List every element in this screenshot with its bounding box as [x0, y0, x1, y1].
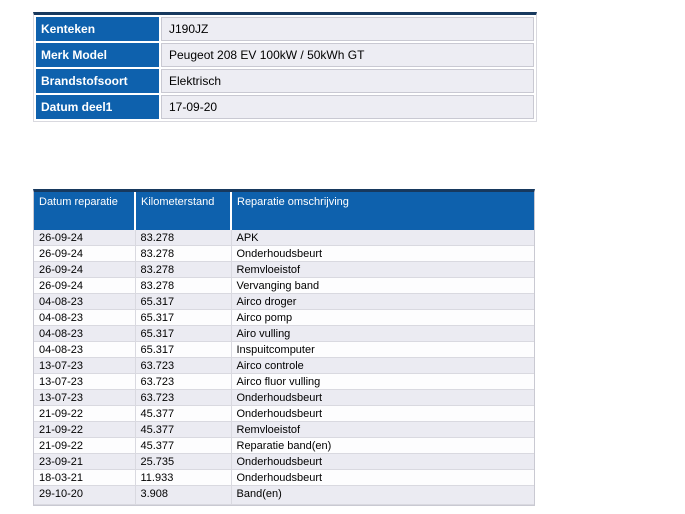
repair-odometer-cell: 11.933 [134, 469, 232, 486]
repair-table-body: 26-09-24 83.278 APK 26-09-24 83.278 Onde… [34, 230, 534, 505]
repair-date-cell: 21-09-22 [34, 421, 136, 438]
vehicle-info-row: Merk Model Peugeot 208 EV 100kW / 50kWh … [36, 43, 534, 67]
repair-description-cell: Vervanging band [230, 277, 534, 294]
repair-odometer-cell: 65.317 [134, 325, 232, 342]
repair-row: 29-10-20 3.908 Band(en) [34, 485, 534, 505]
repair-date-cell: 04-08-23 [34, 309, 136, 326]
repair-odometer-cell: 45.377 [134, 437, 232, 454]
repair-odometer-cell: 63.723 [134, 357, 232, 374]
vehicle-label-kenteken: Kenteken [36, 17, 159, 41]
repair-date-cell: 23-09-21 [34, 453, 136, 470]
repair-row: 04-08-23 65.317 Airco droger [34, 293, 534, 310]
repair-row: 21-09-22 45.377 Remvloeistof [34, 421, 534, 438]
repair-date-cell: 26-09-24 [34, 261, 136, 278]
repair-odometer-cell: 83.278 [134, 277, 232, 294]
repair-row: 04-08-23 65.317 Airco pomp [34, 309, 534, 326]
repair-date-cell: 18-03-21 [34, 469, 136, 486]
repair-description-cell: APK [230, 230, 534, 246]
repair-odometer-cell: 83.278 [134, 230, 232, 246]
vehicle-label-brandstofsoort: Brandstofsoort [36, 69, 159, 93]
repair-row: 23-09-21 25.735 Onderhoudsbeurt [34, 453, 534, 470]
repair-odometer-cell: 3.908 [134, 485, 232, 505]
repair-description-cell: Airco pomp [230, 309, 534, 326]
repair-description-cell: Airco droger [230, 293, 534, 310]
repair-date-cell: 13-07-23 [34, 357, 136, 374]
repair-row: 26-09-24 83.278 Vervanging band [34, 277, 534, 294]
vehicle-info-row: Datum deel1 17-09-20 [36, 95, 534, 119]
repair-row: 26-09-24 83.278 Onderhoudsbeurt [34, 245, 534, 262]
repair-row: 04-08-23 65.317 Inspuitcomputer [34, 341, 534, 358]
vehicle-value-brandstofsoort: Elektrisch [161, 69, 534, 93]
repair-date-cell: 13-07-23 [34, 373, 136, 390]
repair-date-cell: 04-08-23 [34, 341, 136, 358]
repair-description-cell: Onderhoudsbeurt [230, 405, 534, 422]
repair-history-table: Datum reparatie Kilometerstand Reparatie… [33, 189, 535, 506]
repair-description-cell: Airco controle [230, 357, 534, 374]
repair-odometer-cell: 63.723 [134, 373, 232, 390]
repair-odometer-cell: 45.377 [134, 405, 232, 422]
repair-row: 18-03-21 11.933 Onderhoudsbeurt [34, 469, 534, 486]
repair-odometer-cell: 45.377 [134, 421, 232, 438]
repair-date-cell: 26-09-24 [34, 245, 136, 262]
repair-odometer-cell: 83.278 [134, 245, 232, 262]
repair-description-cell: Remvloeistof [230, 261, 534, 278]
repair-date-cell: 26-09-24 [34, 230, 136, 246]
repair-row: 04-08-23 65.317 Airo vulling [34, 325, 534, 342]
vehicle-info-row: Kenteken J190JZ [36, 17, 534, 41]
vehicle-info-table: Kenteken J190JZ Merk Model Peugeot 208 E… [33, 12, 537, 122]
repair-odometer-cell: 65.317 [134, 341, 232, 358]
repair-date-cell: 21-09-22 [34, 437, 136, 454]
repair-odometer-cell: 25.735 [134, 453, 232, 470]
vehicle-value-datum-deel1: 17-09-20 [161, 95, 534, 119]
repair-description-cell: Onderhoudsbeurt [230, 453, 534, 470]
repair-row: 13-07-23 63.723 Airco controle [34, 357, 534, 374]
repair-row: 21-09-22 45.377 Reparatie band(en) [34, 437, 534, 454]
vehicle-label-datum-deel1: Datum deel1 [36, 95, 159, 119]
repair-date-cell: 26-09-24 [34, 277, 136, 294]
repair-description-cell: Reparatie band(en) [230, 437, 534, 454]
repair-description-cell: Airco fluor vulling [230, 373, 534, 390]
repair-date-cell: 04-08-23 [34, 325, 136, 342]
vehicle-info-row: Brandstofsoort Elektrisch [36, 69, 534, 93]
repair-odometer-cell: 83.278 [134, 261, 232, 278]
repair-row: 13-07-23 63.723 Onderhoudsbeurt [34, 389, 534, 406]
repair-odometer-cell: 63.723 [134, 389, 232, 406]
repair-header-kilometerstand: Kilometerstand [134, 192, 231, 230]
repair-description-cell: Onderhoudsbeurt [230, 245, 534, 262]
repair-header-row: Datum reparatie Kilometerstand Reparatie… [34, 192, 534, 230]
repair-description-cell: Remvloeistof [230, 421, 534, 438]
repair-date-cell: 29-10-20 [34, 485, 136, 505]
repair-odometer-cell: 65.317 [134, 309, 232, 326]
repair-date-cell: 13-07-23 [34, 389, 136, 406]
repair-description-cell: Band(en) [230, 485, 534, 505]
repair-row: 13-07-23 63.723 Airco fluor vulling [34, 373, 534, 390]
repair-date-cell: 21-09-22 [34, 405, 136, 422]
repair-row: 26-09-24 83.278 APK [34, 230, 534, 246]
repair-description-cell: Inspuitcomputer [230, 341, 534, 358]
repair-description-cell: Airo vulling [230, 325, 534, 342]
vehicle-value-kenteken: J190JZ [161, 17, 534, 41]
vehicle-value-merk-model: Peugeot 208 EV 100kW / 50kWh GT [161, 43, 534, 67]
repair-description-cell: Onderhoudsbeurt [230, 469, 534, 486]
repair-date-cell: 04-08-23 [34, 293, 136, 310]
vehicle-label-merk-model: Merk Model [36, 43, 159, 67]
repair-header-datum: Datum reparatie [34, 192, 135, 230]
repair-description-cell: Onderhoudsbeurt [230, 389, 534, 406]
repair-header-omschrijving: Reparatie omschrijving [230, 192, 534, 230]
repair-row: 21-09-22 45.377 Onderhoudsbeurt [34, 405, 534, 422]
repair-odometer-cell: 65.317 [134, 293, 232, 310]
repair-row: 26-09-24 83.278 Remvloeistof [34, 261, 534, 278]
